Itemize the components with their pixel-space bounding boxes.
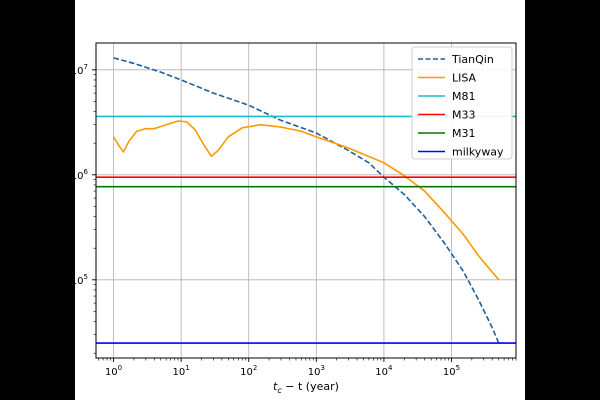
legend-label-m81: M81 [452, 90, 476, 103]
y-tick-exponent: 6 [84, 168, 89, 176]
series-line-lisa [112, 120, 500, 281]
x-tick-base: 10 [443, 367, 456, 378]
x-axis-label-sub: c [277, 386, 282, 395]
x-tick-base: 10 [375, 367, 388, 378]
y-tick-label: 107 [71, 63, 88, 77]
y-axis-label: Horizon Distance (pc) [50, 141, 63, 260]
y-tick-label: 106 [71, 168, 89, 182]
x-tick-base: 10 [173, 367, 186, 378]
legend-label-milkyway: milkyway [452, 146, 504, 159]
legend-label-m31: M31 [452, 127, 476, 140]
x-tick-label: 100 [105, 364, 122, 378]
x-axis-label-main: t [273, 380, 278, 393]
x-tick-exponent: 1 [185, 364, 189, 372]
y-tick-base: 10 [71, 171, 84, 182]
x-tick-label: 101 [173, 364, 190, 378]
x-tick-label: 105 [443, 364, 460, 378]
grid-lines [96, 43, 516, 358]
legend-label-lisa: LISA [452, 72, 477, 85]
x-tick-exponent: 5 [456, 364, 460, 372]
y-tick-exponent: 5 [84, 273, 88, 281]
x-tick-label: 103 [308, 364, 325, 378]
x-tick-base: 10 [308, 367, 321, 378]
legend: TianQin LISA M81 M33 M31 milkyway [411, 46, 513, 160]
x-tick-label: 102 [240, 364, 257, 378]
y-tick-base: 10 [71, 66, 84, 77]
x-tick-exponent: 3 [320, 364, 324, 372]
x-tick-exponent: 2 [253, 364, 257, 372]
x-tick-base: 10 [105, 367, 118, 378]
legend-label-m33: M33 [452, 109, 476, 122]
x-tick-base: 10 [240, 367, 253, 378]
y-tick-exponent: 7 [84, 63, 88, 71]
x-tick-exponent: 0 [118, 364, 122, 372]
series-line-tianqin [113, 57, 500, 344]
x-axis-label-rest: − t (year) [282, 380, 339, 393]
x-tick-exponent: 4 [388, 364, 393, 372]
x-axis-label: tc − t (year) [273, 380, 339, 395]
legend-box [411, 46, 513, 160]
x-tick-label: 104 [375, 364, 393, 378]
y-tick-label: 105 [71, 273, 88, 287]
y-tick-base: 10 [71, 276, 84, 287]
legend-label-tianqin: TianQin [451, 53, 494, 66]
